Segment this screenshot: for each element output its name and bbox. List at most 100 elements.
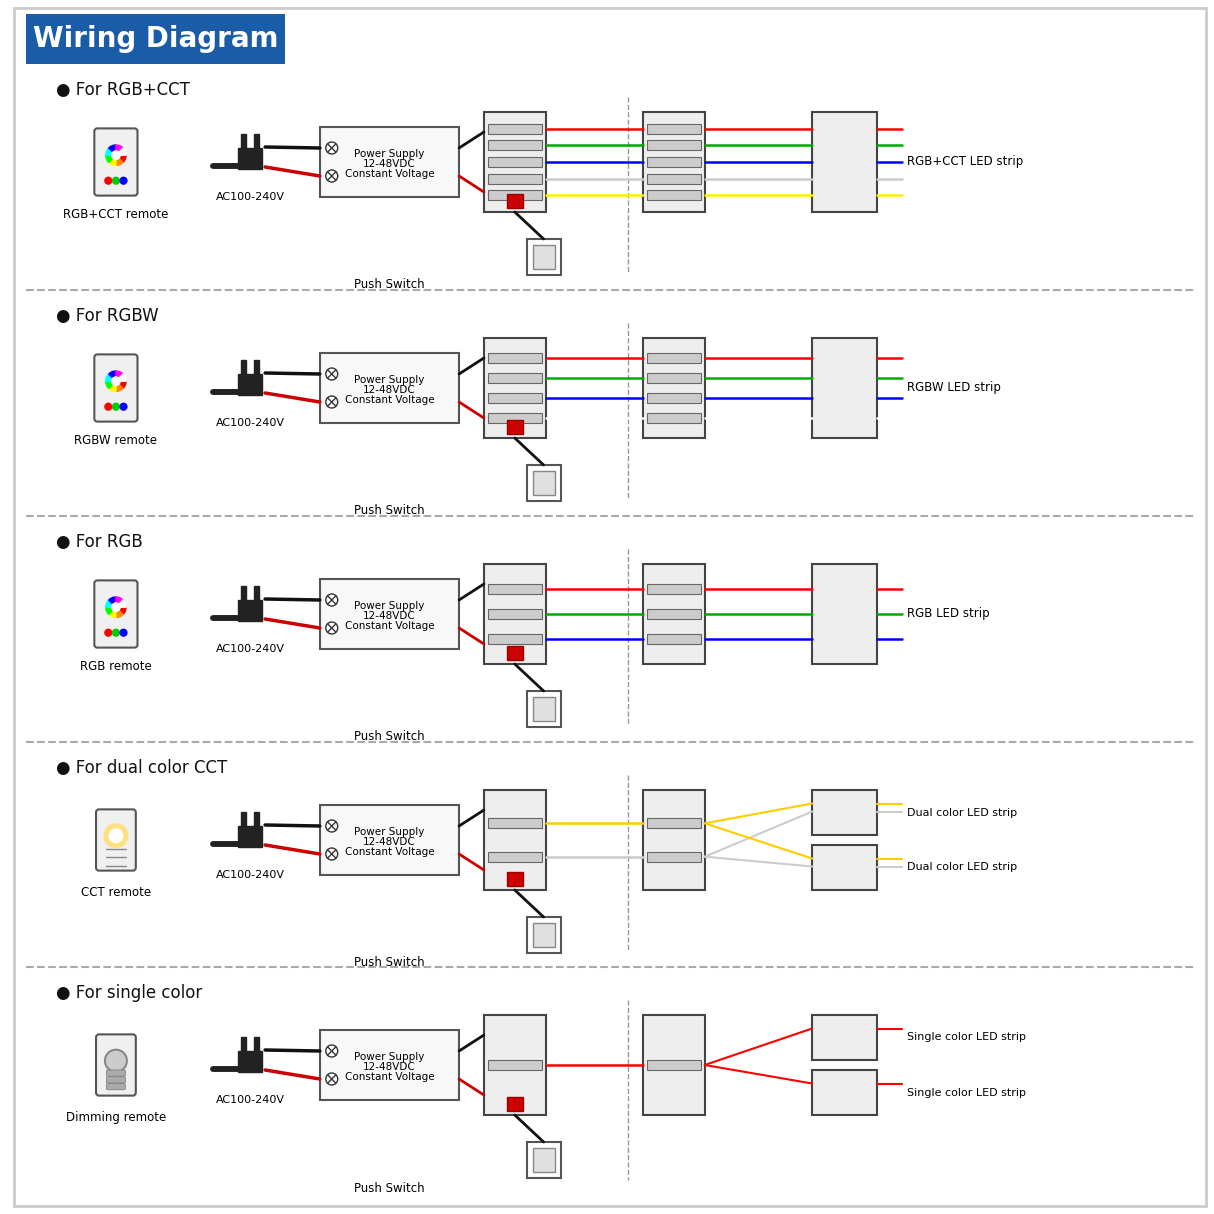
Text: RGB+CCT remote: RGB+CCT remote (63, 208, 169, 221)
Text: RGB remote: RGB remote (80, 659, 152, 673)
Text: ● For RGB+CCT: ● For RGB+CCT (56, 81, 191, 100)
Circle shape (120, 629, 127, 636)
Text: CCT remote: CCT remote (81, 885, 151, 898)
FancyBboxPatch shape (238, 374, 262, 396)
FancyBboxPatch shape (647, 584, 700, 594)
FancyBboxPatch shape (812, 112, 877, 212)
FancyBboxPatch shape (107, 1084, 125, 1090)
FancyBboxPatch shape (319, 353, 459, 422)
Circle shape (104, 824, 127, 847)
FancyBboxPatch shape (812, 337, 877, 438)
FancyBboxPatch shape (255, 361, 260, 374)
Text: 12-48VDC: 12-48VDC (363, 836, 416, 847)
FancyBboxPatch shape (319, 1029, 459, 1100)
Text: RGBW remote: RGBW remote (74, 433, 158, 447)
Text: Power Supply: Power Supply (354, 601, 425, 611)
Circle shape (112, 603, 120, 612)
Text: Power Supply: Power Supply (354, 149, 425, 159)
Text: Constant Voltage: Constant Voltage (345, 1072, 435, 1082)
Polygon shape (109, 371, 115, 381)
FancyBboxPatch shape (238, 600, 262, 622)
Polygon shape (115, 381, 123, 391)
FancyBboxPatch shape (647, 609, 700, 619)
Circle shape (104, 177, 112, 185)
FancyBboxPatch shape (533, 245, 555, 270)
Text: Push Switch: Push Switch (354, 278, 425, 291)
Polygon shape (115, 607, 123, 618)
Text: ● For RGB: ● For RGB (56, 533, 143, 551)
Text: RGBW LED strip: RGBW LED strip (907, 381, 1000, 395)
Text: Constant Voltage: Constant Voltage (345, 622, 435, 631)
Polygon shape (115, 144, 123, 155)
Text: 12-48VDC: 12-48VDC (363, 1062, 416, 1072)
Text: 12-48VDC: 12-48VDC (363, 159, 416, 169)
FancyBboxPatch shape (488, 373, 541, 382)
FancyBboxPatch shape (647, 393, 700, 403)
Polygon shape (109, 155, 115, 165)
FancyBboxPatch shape (484, 337, 545, 438)
FancyBboxPatch shape (488, 174, 541, 183)
Circle shape (112, 378, 120, 386)
FancyBboxPatch shape (107, 1077, 125, 1083)
Circle shape (325, 396, 337, 408)
Text: Push Switch: Push Switch (354, 731, 425, 743)
FancyBboxPatch shape (643, 112, 705, 212)
FancyBboxPatch shape (506, 872, 523, 886)
Circle shape (325, 1073, 337, 1085)
Polygon shape (106, 148, 115, 155)
Text: AC100-240V: AC100-240V (216, 418, 285, 429)
FancyBboxPatch shape (506, 420, 523, 433)
Text: ● For single color: ● For single color (56, 985, 203, 1002)
FancyBboxPatch shape (488, 141, 541, 151)
Text: Dimming remote: Dimming remote (66, 1111, 166, 1123)
FancyBboxPatch shape (319, 579, 459, 649)
Circle shape (325, 368, 337, 380)
FancyBboxPatch shape (488, 1060, 541, 1070)
FancyBboxPatch shape (484, 112, 545, 212)
FancyBboxPatch shape (488, 818, 541, 828)
FancyBboxPatch shape (484, 790, 545, 890)
Text: Constant Voltage: Constant Voltage (345, 395, 435, 405)
FancyBboxPatch shape (488, 393, 541, 403)
FancyBboxPatch shape (238, 826, 262, 847)
FancyBboxPatch shape (812, 845, 877, 890)
Text: 12-48VDC: 12-48VDC (363, 385, 416, 395)
FancyBboxPatch shape (488, 124, 541, 134)
Text: Push Switch: Push Switch (354, 505, 425, 517)
FancyBboxPatch shape (812, 1070, 877, 1114)
Circle shape (325, 170, 337, 182)
Circle shape (112, 151, 120, 159)
Polygon shape (109, 607, 115, 618)
FancyBboxPatch shape (527, 691, 561, 727)
Polygon shape (106, 155, 115, 163)
FancyBboxPatch shape (484, 1015, 545, 1114)
Circle shape (120, 177, 127, 185)
Polygon shape (115, 600, 126, 607)
Circle shape (113, 177, 119, 185)
FancyBboxPatch shape (647, 852, 700, 862)
FancyBboxPatch shape (238, 148, 262, 169)
FancyBboxPatch shape (96, 1034, 136, 1095)
Text: Push Switch: Push Switch (354, 1181, 425, 1195)
Text: AC100-240V: AC100-240V (216, 870, 285, 880)
FancyBboxPatch shape (255, 586, 260, 600)
FancyBboxPatch shape (647, 141, 700, 151)
Polygon shape (115, 381, 126, 388)
FancyBboxPatch shape (647, 373, 700, 382)
FancyBboxPatch shape (533, 1148, 555, 1172)
FancyBboxPatch shape (647, 353, 700, 363)
FancyBboxPatch shape (647, 124, 700, 134)
FancyBboxPatch shape (527, 465, 561, 501)
Circle shape (104, 629, 112, 636)
FancyBboxPatch shape (812, 1015, 877, 1060)
Text: AC100-240V: AC100-240V (216, 643, 285, 654)
FancyBboxPatch shape (488, 609, 541, 619)
FancyBboxPatch shape (96, 810, 136, 870)
Circle shape (325, 142, 337, 154)
Text: ● For dual color CCT: ● For dual color CCT (56, 759, 227, 777)
Circle shape (325, 849, 337, 860)
FancyBboxPatch shape (643, 337, 705, 438)
Polygon shape (109, 381, 115, 391)
FancyBboxPatch shape (488, 157, 541, 168)
FancyBboxPatch shape (240, 812, 246, 826)
